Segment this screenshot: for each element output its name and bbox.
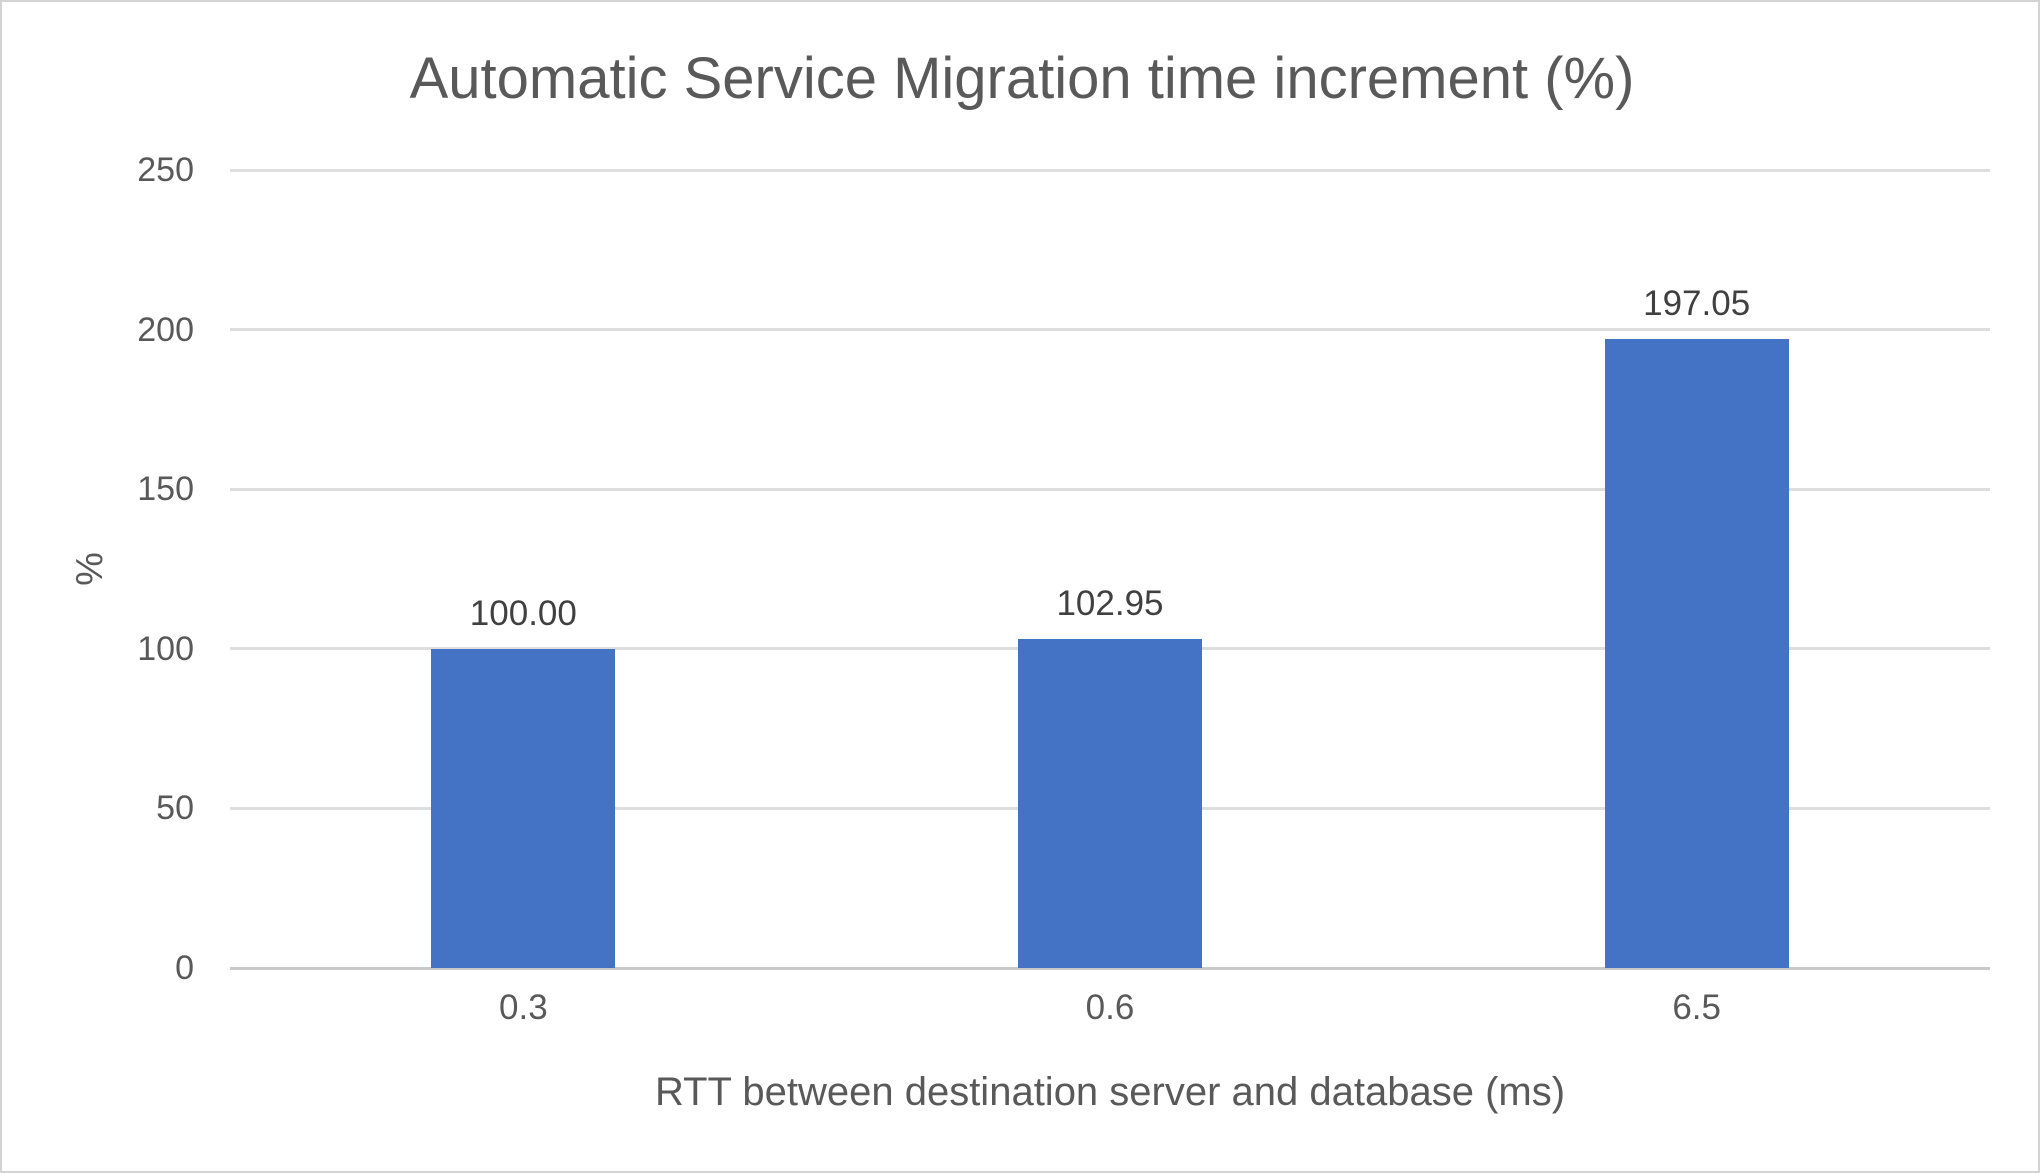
bar xyxy=(1604,339,1789,968)
y-tick-label: 0 xyxy=(175,949,194,987)
x-axis-title: RTT between destination server and datab… xyxy=(654,1070,1566,1114)
gridline xyxy=(230,168,1990,172)
bar-value-label: 100.00 xyxy=(469,593,577,633)
y-tick-label: 200 xyxy=(137,310,194,349)
axis-baseline xyxy=(230,966,1990,970)
bar xyxy=(431,648,616,968)
gridline xyxy=(230,487,1990,491)
y-tick-label: 100 xyxy=(137,629,194,668)
x-tick-label: 0.6 xyxy=(1085,988,1135,1027)
bar-value-label: 197.05 xyxy=(1643,284,1751,324)
x-tick-label: 6.5 xyxy=(1672,988,1721,1027)
plot-area: 100.00 102.95 197.05 xyxy=(230,168,1990,970)
y-tick-label: 150 xyxy=(137,470,194,509)
x-tick-label: 0.3 xyxy=(499,988,548,1027)
y-tick-label: 50 xyxy=(156,789,194,828)
bar xyxy=(1018,639,1202,968)
bar-value-label: 102.95 xyxy=(1056,584,1164,624)
chart-title: Automatic Service Migration time increme… xyxy=(409,46,1635,111)
y-tick-label: 250 xyxy=(137,151,194,189)
gridline xyxy=(230,328,1990,332)
y-axis-title: % xyxy=(68,552,111,586)
